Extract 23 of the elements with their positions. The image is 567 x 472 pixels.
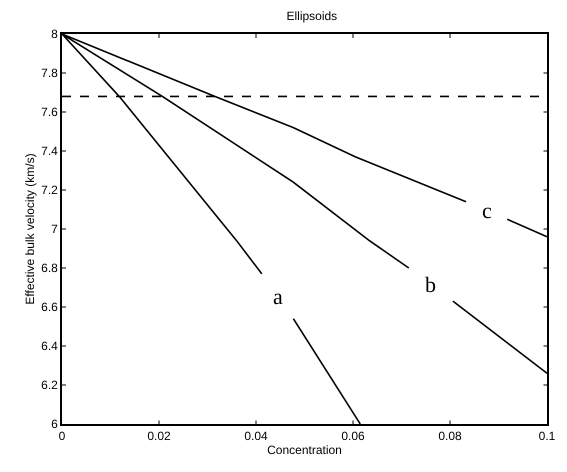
- x-axis-title: Concentration: [267, 443, 342, 458]
- y-tick-label: 6: [51, 417, 58, 432]
- series-label: b: [425, 272, 436, 297]
- x-tick-label: 0.08: [438, 429, 462, 444]
- y-tick-label: 8: [51, 27, 58, 42]
- x-tick-label: 0.1: [538, 429, 556, 444]
- x-tick-label: 0.06: [341, 429, 365, 444]
- y-tick-label: 6.6: [41, 300, 58, 314]
- y-tick-label: 7.4: [41, 144, 58, 158]
- y-axis-title: Effective bulk velocity (km/s): [22, 153, 37, 305]
- x-tick-label: 0.02: [147, 429, 171, 444]
- y-tick-label: 6.8: [41, 261, 58, 276]
- y-tick-label: 7.6: [41, 105, 58, 120]
- y-tick-label: 7: [51, 222, 58, 236]
- y-tick-label: 7.2: [41, 183, 58, 198]
- x-tick-label: 0.04: [244, 429, 268, 444]
- y-tick-label: 7.8: [41, 66, 58, 80]
- y-tick-label: 6.2: [41, 378, 58, 392]
- series-label: a: [273, 284, 283, 309]
- x-tick-label: 0: [58, 429, 66, 444]
- series-label: c: [482, 198, 492, 223]
- y-tick-label: 6.4: [41, 339, 58, 354]
- chart-title: Ellipsoids: [286, 9, 338, 24]
